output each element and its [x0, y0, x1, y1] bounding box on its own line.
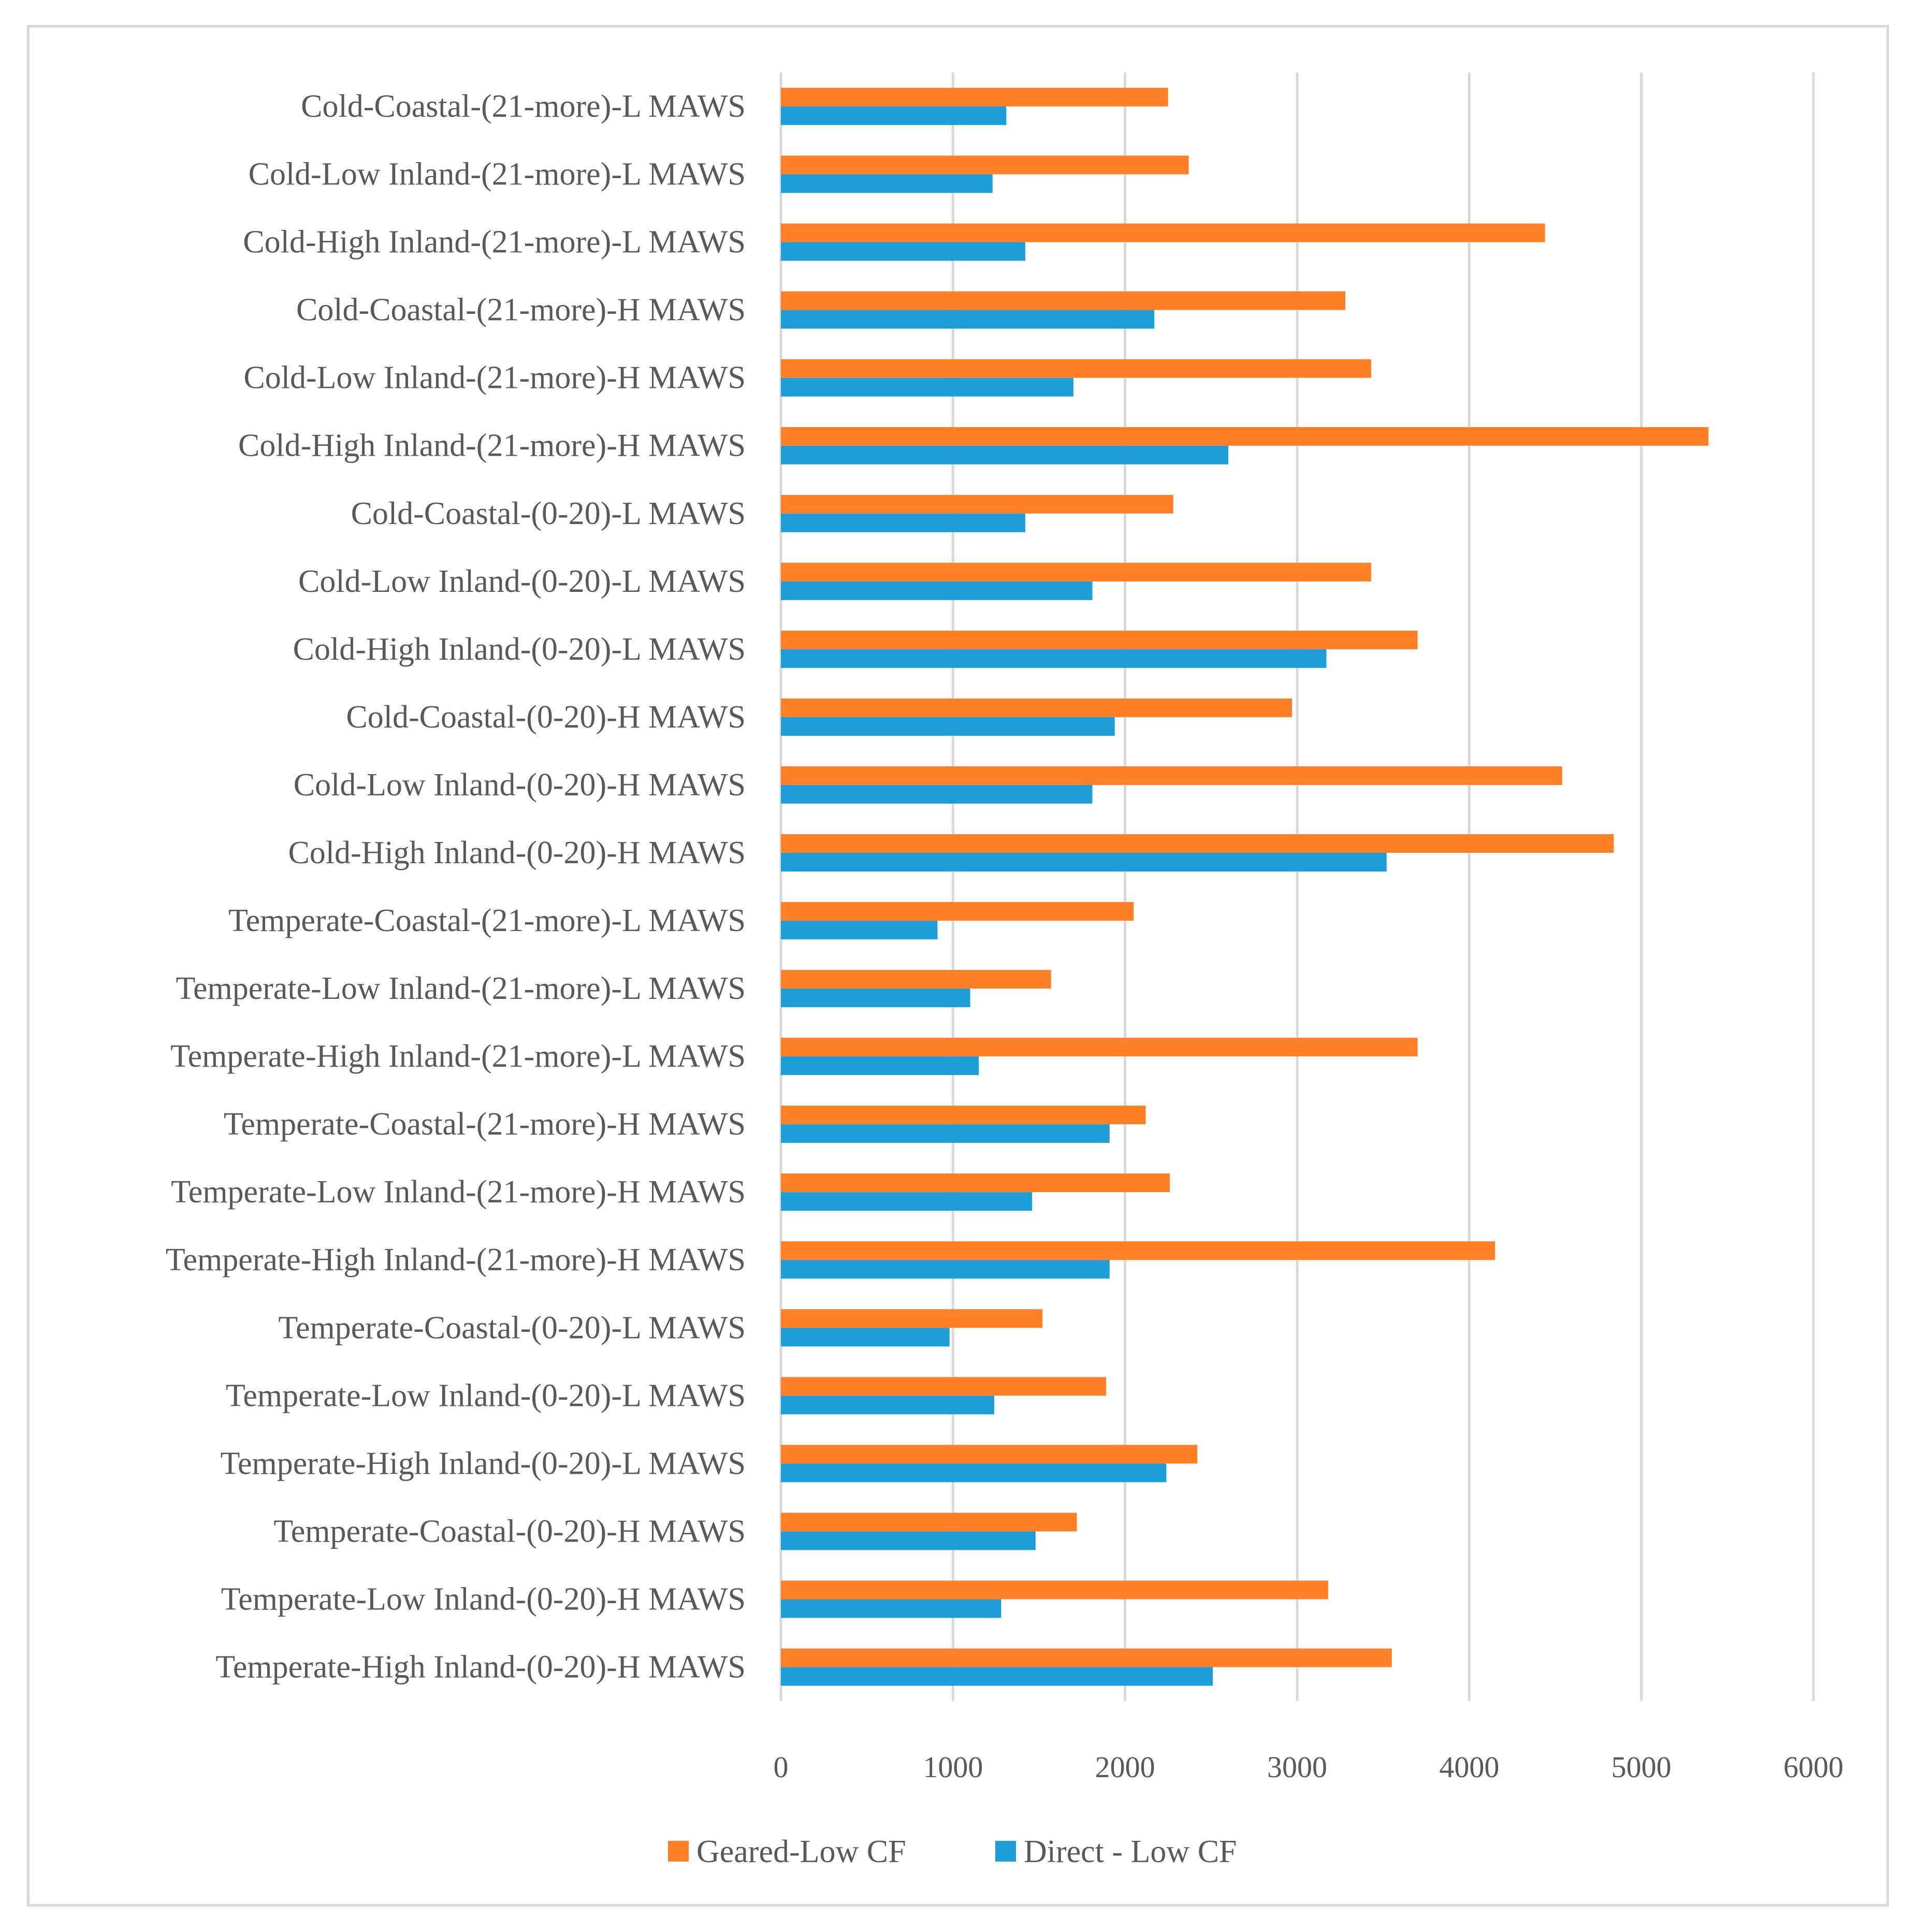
bar-direct — [781, 1463, 1167, 1483]
category-label: Cold-High Inland-(0-20)-H MAWS — [288, 835, 746, 870]
category-labels: Cold-Coastal-(21-more)-L MAWS Cold-Low In… — [166, 89, 746, 1685]
category-label: Cold-High Inland-(21-more)-L MAWS — [243, 225, 746, 260]
category-label: Temperate-Low Inland-(0-20)-L MAWS — [226, 1378, 746, 1413]
legend-swatch — [995, 1841, 1016, 1862]
bar-direct — [781, 1056, 979, 1076]
bar-geared — [781, 495, 1173, 514]
bar-geared — [781, 359, 1371, 378]
legend: Geared-Low CF Direct - Low CF — [668, 1834, 1237, 1869]
bar-geared — [781, 1173, 1170, 1193]
bar-direct — [781, 581, 1093, 600]
bar-geared — [781, 1445, 1198, 1464]
category-label: Cold-Coastal-(21-more)-L MAWS — [301, 89, 746, 124]
category-label: Cold-Coastal-(21-more)-H MAWS — [296, 293, 746, 328]
bar-direct — [781, 174, 993, 193]
category-label: Temperate-Coastal-(0-20)-L MAWS — [278, 1310, 746, 1345]
bar-direct — [781, 717, 1115, 736]
bar-geared — [781, 902, 1134, 921]
legend-label: Direct - Low CF — [1024, 1834, 1237, 1869]
bar-geared — [781, 1038, 1418, 1057]
category-label: Cold-Low Inland-(21-more)-L MAWS — [249, 157, 746, 192]
bar-geared — [781, 970, 1051, 989]
bar-direct — [781, 310, 1155, 329]
category-label: Temperate-Coastal-(0-20)-H MAWS — [273, 1514, 746, 1549]
bars — [781, 88, 1709, 1686]
bar-direct — [781, 1531, 1036, 1550]
category-label: Temperate-High Inland-(0-20)-L MAWS — [221, 1446, 746, 1481]
legend-swatch — [668, 1841, 689, 1862]
bar-geared — [781, 1309, 1043, 1328]
bar-geared — [781, 1648, 1392, 1667]
bar-geared — [781, 427, 1709, 446]
x-tick-labels: 0 1000 2000 3000 4000 5000 6000 — [774, 1750, 1844, 1784]
x-tick-label: 6000 — [1783, 1750, 1843, 1784]
bar-geared — [781, 1377, 1107, 1396]
legend-label: Geared-Low CF — [696, 1834, 906, 1869]
category-label: Cold-Coastal-(0-20)-L MAWS — [351, 496, 746, 531]
category-label: Cold-Low Inland-(21-more)-H MAWS — [243, 360, 746, 396]
bar-direct — [781, 1192, 1033, 1211]
bar-direct — [781, 649, 1327, 668]
bar-direct — [781, 852, 1387, 871]
bar-direct — [781, 1328, 950, 1347]
category-label: Temperate-High Inland-(21-more)-H MAWS — [166, 1242, 746, 1277]
bar-geared — [781, 1241, 1495, 1260]
x-tick-label: 4000 — [1439, 1750, 1499, 1784]
bar-geared — [781, 698, 1292, 717]
bar-direct — [781, 1396, 995, 1415]
category-label: Temperate-High Inland-(0-20)-H MAWS — [215, 1649, 746, 1684]
bar-direct — [781, 513, 1025, 532]
category-label: Cold-Low Inland-(0-20)-L MAWS — [298, 564, 746, 599]
bar-direct — [781, 377, 1073, 397]
category-label: Temperate-Coastal-(21-more)-L MAWS — [228, 903, 746, 938]
bar-direct — [781, 1667, 1213, 1686]
bar-geared — [781, 88, 1168, 107]
x-tick-label: 5000 — [1611, 1750, 1672, 1784]
bar-direct — [781, 1599, 1001, 1618]
bar-direct — [781, 989, 970, 1008]
bar-geared — [781, 766, 1562, 785]
category-label: Temperate-Low Inland-(21-more)-H MAWS — [171, 1174, 746, 1210]
gridlines — [779, 72, 1815, 1701]
bar-geared — [781, 1106, 1146, 1125]
bar-geared — [781, 291, 1346, 310]
bar-direct — [781, 106, 1007, 125]
bar-direct — [781, 242, 1025, 261]
x-tick-label: 2000 — [1095, 1750, 1155, 1784]
bar-geared — [781, 223, 1545, 242]
category-label: Temperate-Coastal-(21-more)-H MAWS — [224, 1107, 746, 1142]
bar-geared — [781, 834, 1614, 853]
bar-geared — [781, 630, 1418, 649]
category-label: Cold-Low Inland-(0-20)-H MAWS — [294, 767, 746, 803]
category-label: Temperate-Low Inland-(0-20)-H MAWS — [221, 1581, 746, 1617]
bar-direct — [781, 785, 1093, 804]
bar-geared — [781, 1513, 1077, 1532]
category-label: Temperate-Low Inland-(21-more)-L MAWS — [176, 971, 746, 1006]
category-label: Temperate-High Inland-(21-more)-L MAWS — [170, 1039, 746, 1074]
bar-direct — [781, 1260, 1110, 1279]
x-tick-label: 0 — [774, 1750, 789, 1784]
x-tick-label: 1000 — [923, 1750, 983, 1784]
bar-direct — [781, 1124, 1110, 1143]
bar-geared — [781, 1580, 1328, 1600]
x-tick-label: 3000 — [1267, 1750, 1327, 1784]
category-label: Cold-High Inland-(0-20)-L MAWS — [293, 632, 746, 667]
category-label: Cold-High Inland-(21-more)-H MAWS — [238, 428, 746, 463]
bar-direct — [781, 445, 1229, 464]
bar-geared — [781, 562, 1371, 582]
category-label: Cold-Coastal-(0-20)-H MAWS — [346, 700, 746, 735]
bar-geared — [781, 155, 1189, 175]
bar-direct — [781, 921, 938, 940]
